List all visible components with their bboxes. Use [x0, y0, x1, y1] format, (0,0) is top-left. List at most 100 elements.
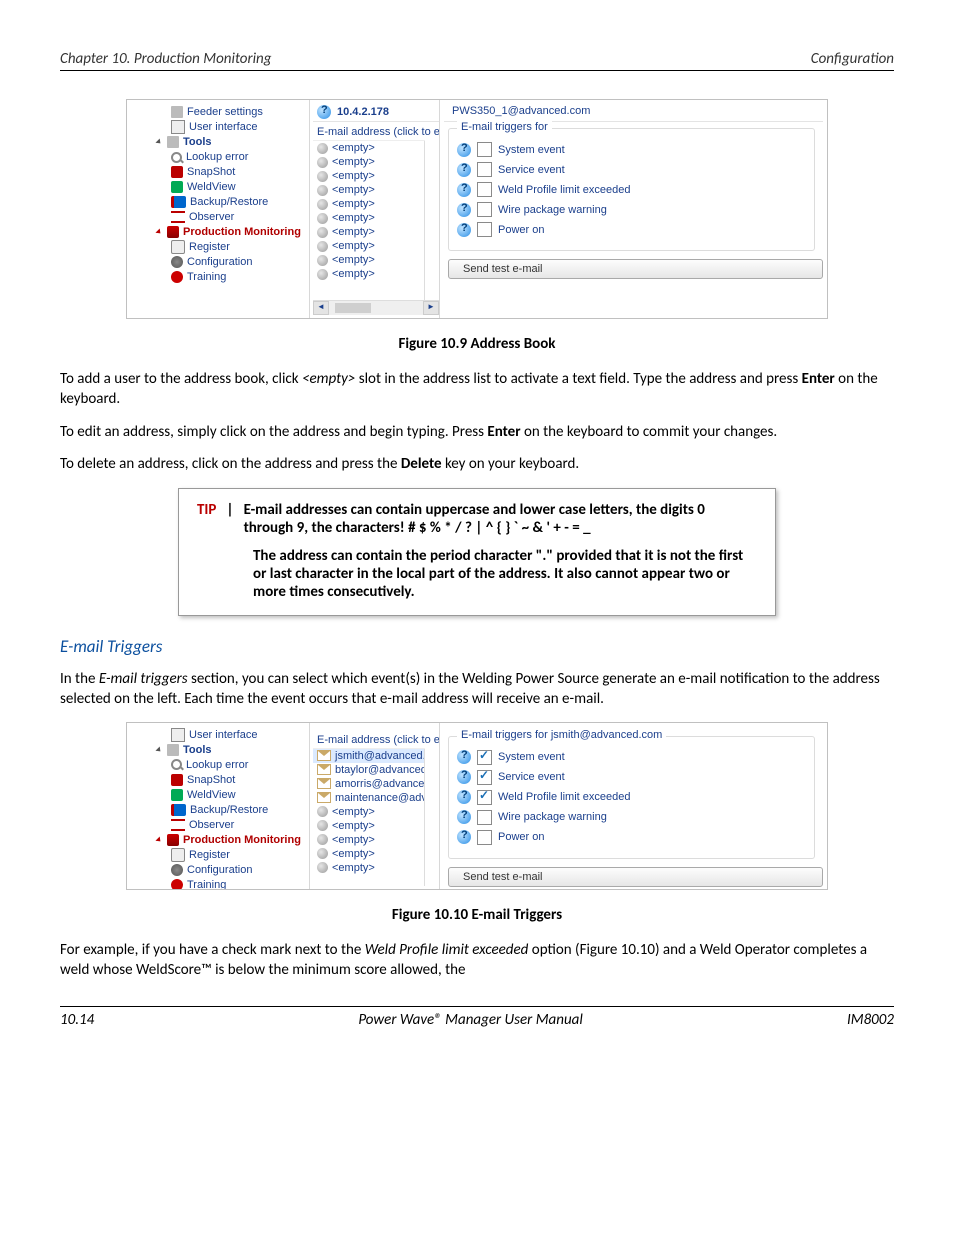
- vertical-scrollbar[interactable]: ▲ ▼: [424, 749, 425, 886]
- checkbox[interactable]: [477, 162, 492, 177]
- list-item[interactable]: <empty>: [313, 183, 425, 197]
- trigger-system[interactable]: System event: [457, 750, 806, 765]
- list-item[interactable]: <empty>: [313, 819, 425, 833]
- list-item[interactable]: <empty>: [313, 141, 425, 155]
- tree-tools[interactable]: Tools: [157, 743, 303, 757]
- envelope-icon: [317, 778, 331, 789]
- checkbox[interactable]: [477, 202, 492, 217]
- tree-config[interactable]: Configuration: [171, 255, 303, 269]
- tree-snapshot[interactable]: SnapShot: [171, 165, 303, 179]
- tree-training[interactable]: Training: [171, 878, 303, 889]
- device-name: PWS350_1@advanced.com: [444, 103, 823, 122]
- tree-pm[interactable]: Production Monitoring: [157, 225, 303, 239]
- tip-separator: |: [226, 501, 233, 537]
- checkbox[interactable]: [477, 750, 492, 765]
- list-item[interactable]: <empty>: [313, 847, 425, 861]
- horizontal-scrollbar[interactable]: ◄ ►: [313, 300, 439, 315]
- scroll-thumb[interactable]: [335, 303, 371, 313]
- tip-label: TIP: [197, 501, 216, 537]
- tree-ui[interactable]: User interface: [171, 120, 303, 134]
- globe-icon: [317, 213, 328, 224]
- trigger-power[interactable]: Power on: [457, 830, 806, 845]
- list-item[interactable]: <empty>: [313, 197, 425, 211]
- list-item[interactable]: jsmith@advanced.com: [313, 749, 425, 763]
- help-icon[interactable]: [317, 105, 331, 119]
- globe-icon: [317, 255, 328, 266]
- trigger-system[interactable]: System event: [457, 142, 806, 157]
- list-item[interactable]: <empty>: [313, 267, 425, 281]
- checkbox[interactable]: [477, 790, 492, 805]
- tree-weldview[interactable]: WeldView: [171, 180, 303, 194]
- checkbox[interactable]: [477, 810, 492, 825]
- globe-icon: [317, 227, 328, 238]
- trigger-wire[interactable]: Wire package warning: [457, 202, 806, 217]
- trigger-weldprofile[interactable]: Weld Profile limit exceeded: [457, 790, 806, 805]
- list-item[interactable]: <empty>: [313, 211, 425, 225]
- checkbox[interactable]: [477, 182, 492, 197]
- scroll-right-icon[interactable]: ►: [423, 301, 439, 315]
- help-icon[interactable]: [457, 143, 471, 157]
- trigger-service[interactable]: Service event: [457, 770, 806, 785]
- tree-lookup[interactable]: Lookup error: [171, 150, 303, 164]
- help-icon[interactable]: [457, 770, 471, 784]
- send-test-button[interactable]: Send test e-mail: [448, 259, 823, 279]
- help-icon[interactable]: [457, 790, 471, 804]
- paragraph-delete: To delete an address, click on the addre…: [60, 454, 894, 474]
- checkbox[interactable]: [477, 770, 492, 785]
- list-item[interactable]: <empty>: [313, 253, 425, 267]
- list-item[interactable]: amorris@advanced.co: [313, 777, 425, 791]
- ip-row: 10.4.2.178: [313, 103, 439, 122]
- tree-training[interactable]: Training: [171, 270, 303, 284]
- ui-icon: [171, 728, 185, 742]
- list-item[interactable]: maintenance@advanc: [313, 791, 425, 805]
- list-item[interactable]: <empty>: [313, 155, 425, 169]
- checkbox[interactable]: [477, 142, 492, 157]
- help-icon[interactable]: [457, 223, 471, 237]
- help-icon[interactable]: [457, 830, 471, 844]
- help-icon[interactable]: [457, 750, 471, 764]
- help-icon[interactable]: [457, 163, 471, 177]
- list-item[interactable]: <empty>: [313, 833, 425, 847]
- gear-icon: [171, 864, 183, 876]
- help-icon[interactable]: [457, 203, 471, 217]
- trigger-wire[interactable]: Wire package warning: [457, 810, 806, 825]
- checkbox[interactable]: [477, 830, 492, 845]
- trigger-service[interactable]: Service event: [457, 162, 806, 177]
- tree-tools[interactable]: Tools: [157, 135, 303, 149]
- tree-backup[interactable]: Backup/Restore: [171, 803, 303, 817]
- tree-observer[interactable]: Observer: [171, 210, 303, 224]
- checkbox[interactable]: [477, 222, 492, 237]
- tree-feeder[interactable]: Feeder settings: [171, 105, 303, 119]
- tree-register[interactable]: Register: [171, 240, 303, 254]
- tree-backup[interactable]: Backup/Restore: [171, 195, 303, 209]
- help-icon[interactable]: [457, 810, 471, 824]
- trigger-weldprofile[interactable]: Weld Profile limit exceeded: [457, 182, 806, 197]
- list-item[interactable]: <empty>: [313, 225, 425, 239]
- tree-observer[interactable]: Observer: [171, 818, 303, 832]
- tree-snapshot[interactable]: SnapShot: [171, 773, 303, 787]
- trigger-power[interactable]: Power on: [457, 222, 806, 237]
- backup-icon: [171, 196, 186, 208]
- list-item[interactable]: <empty>: [313, 239, 425, 253]
- tree-weldview[interactable]: WeldView: [171, 788, 303, 802]
- search-icon: [171, 759, 182, 770]
- training-icon: [171, 879, 183, 889]
- help-icon[interactable]: [457, 183, 471, 197]
- tree-lookup[interactable]: Lookup error: [171, 758, 303, 772]
- tip-box: TIP | E-mail addresses can contain upper…: [178, 488, 776, 616]
- tree-pm[interactable]: Production Monitoring: [157, 833, 303, 847]
- globe-icon: [317, 820, 328, 831]
- scroll-left-icon[interactable]: ◄: [313, 301, 329, 315]
- tree-config[interactable]: Configuration: [171, 863, 303, 877]
- expand-icon: [155, 836, 162, 843]
- list-item[interactable]: <empty>: [313, 169, 425, 183]
- list-item[interactable]: <empty>: [313, 861, 425, 875]
- camera-icon: [171, 166, 183, 178]
- send-test-button[interactable]: Send test e-mail: [448, 867, 823, 887]
- tree-register[interactable]: Register: [171, 848, 303, 862]
- list-item[interactable]: btaylor@advanced.com: [313, 763, 425, 777]
- vertical-scrollbar[interactable]: ▲ ▼: [424, 141, 425, 300]
- list-item[interactable]: <empty>: [313, 805, 425, 819]
- tree-ui[interactable]: User interface: [171, 728, 303, 742]
- envelope-icon: [317, 792, 331, 803]
